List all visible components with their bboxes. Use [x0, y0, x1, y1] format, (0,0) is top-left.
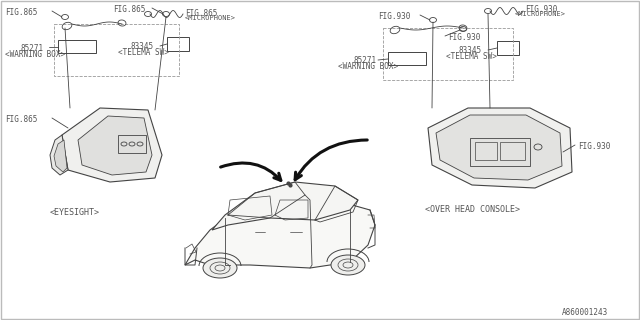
FancyArrowPatch shape [295, 140, 367, 180]
Text: FIG.930: FIG.930 [578, 142, 611, 151]
Polygon shape [436, 115, 562, 180]
Polygon shape [185, 200, 375, 268]
Text: <WARNING BOX>: <WARNING BOX> [338, 62, 398, 71]
Text: <MICROPHONE>: <MICROPHONE> [185, 15, 236, 21]
Text: FIG.930: FIG.930 [378, 12, 410, 21]
Text: FIG.865: FIG.865 [5, 8, 37, 17]
FancyArrowPatch shape [221, 163, 281, 180]
Bar [475, 142, 497, 160]
Text: FIG.865: FIG.865 [5, 115, 37, 124]
Polygon shape [62, 108, 162, 182]
Text: <EYESIGHT>: <EYESIGHT> [50, 208, 100, 217]
Text: <TELEMA SW>: <TELEMA SW> [118, 48, 169, 57]
Bar [118, 135, 146, 153]
Text: <OVER HEAD CONSOLE>: <OVER HEAD CONSOLE> [425, 205, 520, 214]
Bar [54, 24, 179, 76]
Ellipse shape [331, 255, 365, 275]
Text: 85271: 85271 [20, 44, 43, 53]
Text: 85271: 85271 [353, 56, 376, 65]
Polygon shape [54, 140, 67, 172]
Bar [497, 41, 519, 55]
Polygon shape [212, 182, 358, 230]
Polygon shape [428, 108, 572, 188]
Polygon shape [78, 116, 152, 175]
Text: FIG.930: FIG.930 [525, 5, 557, 14]
Bar [58, 40, 96, 53]
Text: 83345: 83345 [458, 46, 481, 55]
Bar [500, 142, 525, 160]
Polygon shape [50, 135, 68, 175]
Text: FIG.865: FIG.865 [185, 9, 218, 18]
Text: FIG.930: FIG.930 [448, 33, 481, 42]
Text: 83345: 83345 [130, 42, 153, 51]
Text: FIG.865: FIG.865 [113, 5, 145, 14]
Bar [383, 28, 513, 80]
Ellipse shape [203, 258, 237, 278]
Text: <MICROPHONE>: <MICROPHONE> [515, 11, 566, 17]
Bar [470, 138, 530, 166]
Bar [388, 52, 426, 65]
Bar [167, 37, 189, 51]
Text: <WARNING BOX>: <WARNING BOX> [5, 50, 65, 59]
Text: A860001243: A860001243 [562, 308, 608, 317]
Text: <TELEMA SW>: <TELEMA SW> [446, 52, 497, 61]
